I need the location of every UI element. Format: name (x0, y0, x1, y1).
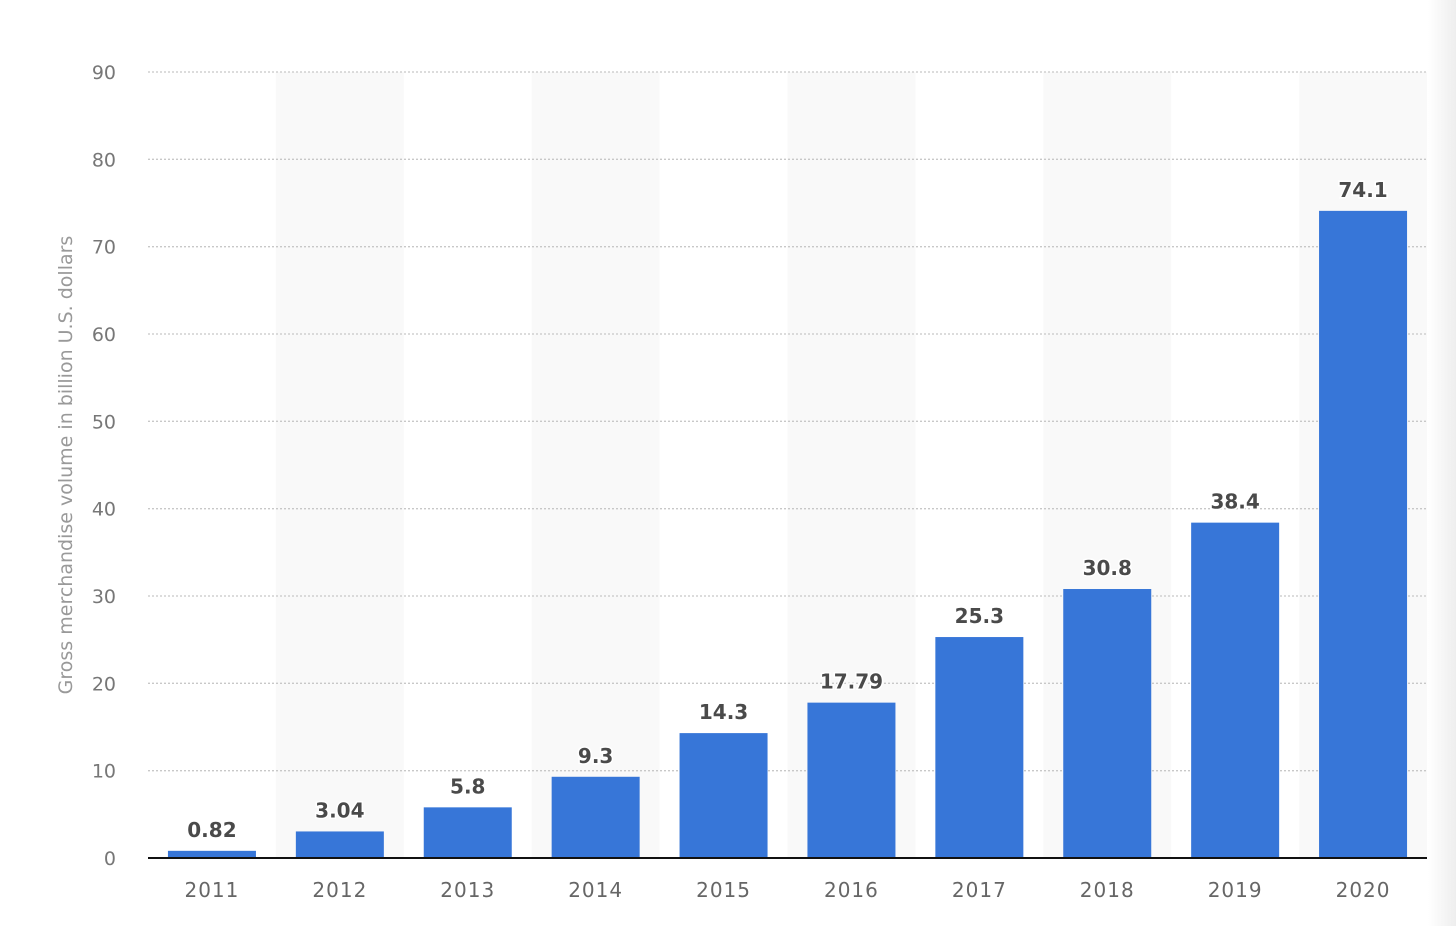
bar-2016[interactable] (807, 702, 896, 858)
bar-2019[interactable] (1191, 522, 1280, 858)
value-label: 30.8 (1083, 556, 1132, 580)
value-label: 5.8 (450, 774, 485, 798)
y-axis-title: Gross merchandise volume in billion U.S.… (55, 236, 77, 695)
right-edge-shade (1428, 0, 1456, 926)
y-tick-label: 70 (92, 237, 116, 259)
y-tick-label: 20 (92, 673, 116, 695)
x-tick-label: 2019 (1208, 878, 1263, 902)
y-tick-label: 10 (92, 761, 116, 783)
bar-2020[interactable] (1319, 210, 1408, 859)
x-tick-label: 2018 (1080, 878, 1135, 902)
x-tick-label: 2012 (312, 878, 367, 902)
y-axis-ticks: 0 10 20 30 40 50 60 70 80 90 (92, 62, 116, 870)
y-tick-label: 30 (92, 586, 116, 608)
x-tick-label: 2015 (696, 878, 751, 902)
bars (167, 210, 1408, 859)
value-label: 9.3 (578, 744, 613, 768)
bar-2011[interactable] (167, 850, 256, 858)
x-axis-ticks: 2011 2012 2013 2014 2015 2016 2017 2018 2019 2020 (184, 878, 1391, 902)
value-label: 14.3 (699, 700, 748, 724)
value-labels: 0.82 3.04 5.8 9.3 14.3 17.79 25.3 30.8 38.4 74.1 (186, 176, 1389, 843)
y-tick-label: 50 (92, 411, 116, 433)
x-tick-label: 2017 (952, 878, 1007, 902)
bar-2015[interactable] (679, 733, 768, 858)
bar-2013[interactable] (423, 807, 512, 858)
bar-2014[interactable] (551, 776, 640, 858)
bar-2012[interactable] (295, 831, 384, 858)
x-tick-label: 2016 (824, 878, 879, 902)
y-tick-label: 40 (92, 499, 116, 521)
y-tick-label: 60 (92, 324, 116, 346)
value-label: 74.1 (1338, 178, 1387, 202)
x-tick-label: 2020 (1336, 878, 1391, 902)
x-tick-label: 2014 (568, 878, 623, 902)
x-tick-label: 2013 (440, 878, 495, 902)
value-label: 0.82 (187, 818, 236, 842)
category-band (531, 72, 660, 858)
bar-2018[interactable] (1063, 589, 1152, 858)
category-band (275, 72, 404, 858)
bar-2017[interactable] (935, 637, 1024, 858)
x-tick-label: 2011 (184, 878, 239, 902)
value-label: 38.4 (1210, 490, 1259, 514)
y-tick-label: 80 (92, 149, 116, 171)
value-label: 17.79 (820, 670, 883, 694)
y-tick-label: 0 (104, 848, 116, 870)
y-tick-label: 90 (92, 62, 116, 84)
value-label: 25.3 (955, 604, 1004, 628)
value-label: 3.04 (315, 798, 364, 822)
